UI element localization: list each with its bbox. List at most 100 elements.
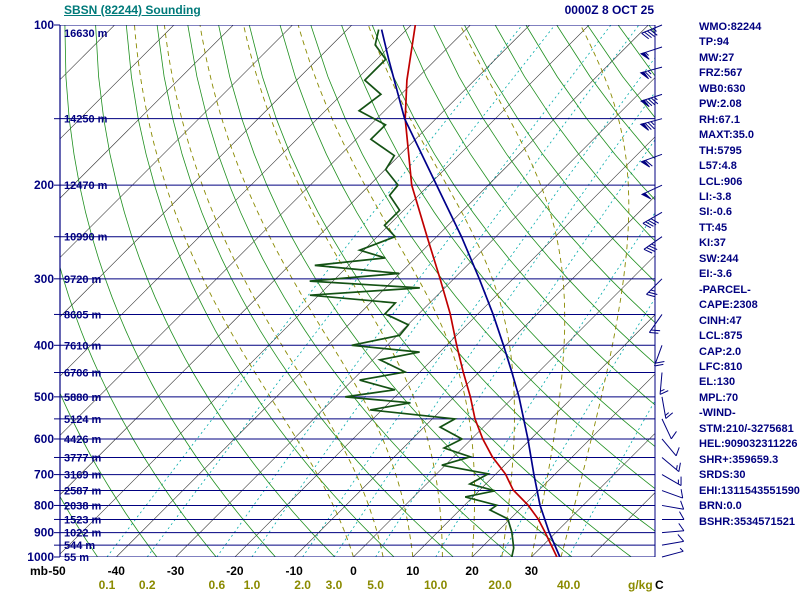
altitude-label: 3777 m: [64, 452, 102, 464]
moist-adiabat-line: [459, 25, 566, 557]
pressure-label: 400: [34, 338, 54, 352]
isotherm-line: [294, 195, 655, 557]
panel-line: TH:5795: [699, 144, 742, 157]
isotherm-line: [234, 136, 655, 557]
pressure-label: 1000: [27, 550, 54, 564]
wind-barb: [639, 66, 663, 80]
moist-adiabat-line: [560, 25, 630, 557]
mixing-ratio-line: [375, 139, 655, 557]
valid-time-label: 0000Z 8 OCT 25: [564, 3, 654, 17]
moist-adiabat-line: [243, 25, 443, 557]
pressure-label: 800: [34, 498, 54, 512]
panel-line: LCL:906: [699, 175, 743, 188]
mixing-ratio-label: 10.0: [424, 578, 448, 592]
wind-barb: [661, 523, 685, 534]
altitude-label: 3169 m: [64, 470, 102, 482]
panel-line: BRN:0.0: [699, 500, 742, 513]
pressure-label: 100: [34, 18, 54, 32]
wind-barb: [662, 511, 685, 520]
altitude-label: 2587 m: [64, 486, 102, 498]
isotherm-line: [60, 25, 293, 258]
panel-line: SW:244: [699, 252, 739, 265]
altitude-label: 2038 m: [64, 500, 102, 512]
panel-line: MAXT:35.0: [699, 129, 755, 142]
wind-barb: [639, 118, 663, 131]
panel-line: TP:94: [699, 36, 729, 49]
wind-barb: [661, 457, 681, 472]
wind-barb: [654, 345, 665, 367]
panel-line: LI:-3.8: [699, 190, 732, 203]
altitude-label: 8605 m: [64, 309, 102, 321]
isotherm-line: [60, 25, 530, 496]
altitude-label: 55 m: [64, 552, 89, 564]
wind-barb: [661, 547, 684, 558]
wind-barb: [661, 474, 682, 487]
dry-adiabat-line: [279, 25, 655, 532]
temp-label: 10: [406, 564, 420, 578]
moist-adiabat-line: [199, 25, 414, 557]
panel-line: CINH:47: [699, 314, 742, 327]
pressure-label: 200: [34, 178, 54, 192]
altitude-label: 1523 m: [64, 514, 102, 526]
altitude-label: 16630 m: [64, 28, 108, 40]
wind-barb: [659, 372, 669, 395]
dry-adiabat-line: [248, 25, 632, 557]
isotherm-line: [60, 25, 175, 140]
panel-line: FRZ:567: [699, 67, 743, 80]
altitude-label: 5880 m: [64, 392, 102, 404]
temp-label: -20: [226, 564, 244, 578]
altitude-label: 1022 m: [64, 528, 102, 540]
altitude-label: 7610 m: [64, 340, 102, 352]
panel-line: WB0:630: [699, 82, 746, 95]
mixing-ratio-label: 40.0: [557, 578, 581, 592]
isotherm-line: [60, 25, 412, 377]
isotherm-line: [60, 25, 352, 318]
wind-barb: [639, 46, 663, 60]
panel-line: KI:37: [699, 237, 726, 250]
panel-line: SRDS:30: [699, 469, 746, 482]
altitude-label: 4426 m: [64, 434, 102, 446]
wind-barb: [640, 153, 663, 168]
stats-panel: WMO:82244 TP:94 MW:27 FRZ:567 WB0:630 PW:2.08…: [699, 20, 800, 530]
mixing-ratio-label: 0.1: [99, 578, 116, 592]
temp-label: -40: [108, 564, 126, 578]
chart-title: SBSN (82244) Sounding: [64, 3, 201, 17]
temp-label: -10: [286, 564, 304, 578]
mixing-ratio-unit-label: g/kg: [628, 578, 653, 592]
isotherm-line: [531, 433, 655, 557]
temp-unit-label: C: [655, 578, 664, 592]
wind-barb: [642, 211, 663, 229]
wind-barb: [661, 489, 684, 499]
wind-barb: [661, 534, 685, 546]
pressure-label: 500: [34, 390, 54, 404]
panel-line: LCL:875: [699, 330, 743, 343]
altitude-label: 544 m: [64, 540, 95, 552]
panel-line: MW:27: [699, 51, 735, 64]
panel-line: -WIND-: [699, 407, 736, 420]
isotherm-line: [471, 373, 655, 557]
dewpoint-trace: [309, 29, 515, 557]
panel-line: TT:45: [699, 221, 728, 234]
mixing-ratio-label: 0.6: [208, 578, 225, 592]
altitude-label: 14250 m: [64, 114, 108, 126]
grid-layer: [60, 25, 655, 557]
wind-barb: [661, 418, 677, 440]
isotherm-line: [353, 255, 655, 557]
trace-layer: [309, 25, 561, 557]
isotherm-line: [175, 77, 655, 557]
panel-line: RH:67.1: [699, 113, 740, 126]
panel-line: WMO:82244: [699, 21, 762, 33]
panel-line: BSHR:3534571521: [699, 515, 796, 528]
altitude-label: 5124 m: [64, 414, 102, 426]
panel-line: CAP:2.0: [699, 345, 742, 358]
panel-line: EI:-3.6: [699, 268, 733, 281]
panel-line: STM:210/-3275681: [699, 422, 794, 435]
temp-label: -30: [167, 564, 185, 578]
isotherm-line: [60, 25, 234, 199]
temp-label: 20: [465, 564, 479, 578]
pressure-label: 300: [34, 272, 54, 286]
dry-adiabat-line: [125, 25, 395, 557]
panel-line: HEL:909032311226: [699, 438, 798, 451]
altitude-label: 12470 m: [64, 180, 108, 192]
